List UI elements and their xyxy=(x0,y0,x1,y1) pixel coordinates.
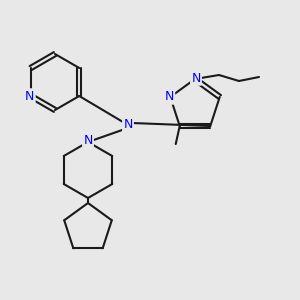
Text: N: N xyxy=(191,71,201,85)
Text: N: N xyxy=(123,118,133,131)
Text: N: N xyxy=(165,91,174,103)
Text: N: N xyxy=(25,89,34,103)
Text: N: N xyxy=(83,134,93,148)
